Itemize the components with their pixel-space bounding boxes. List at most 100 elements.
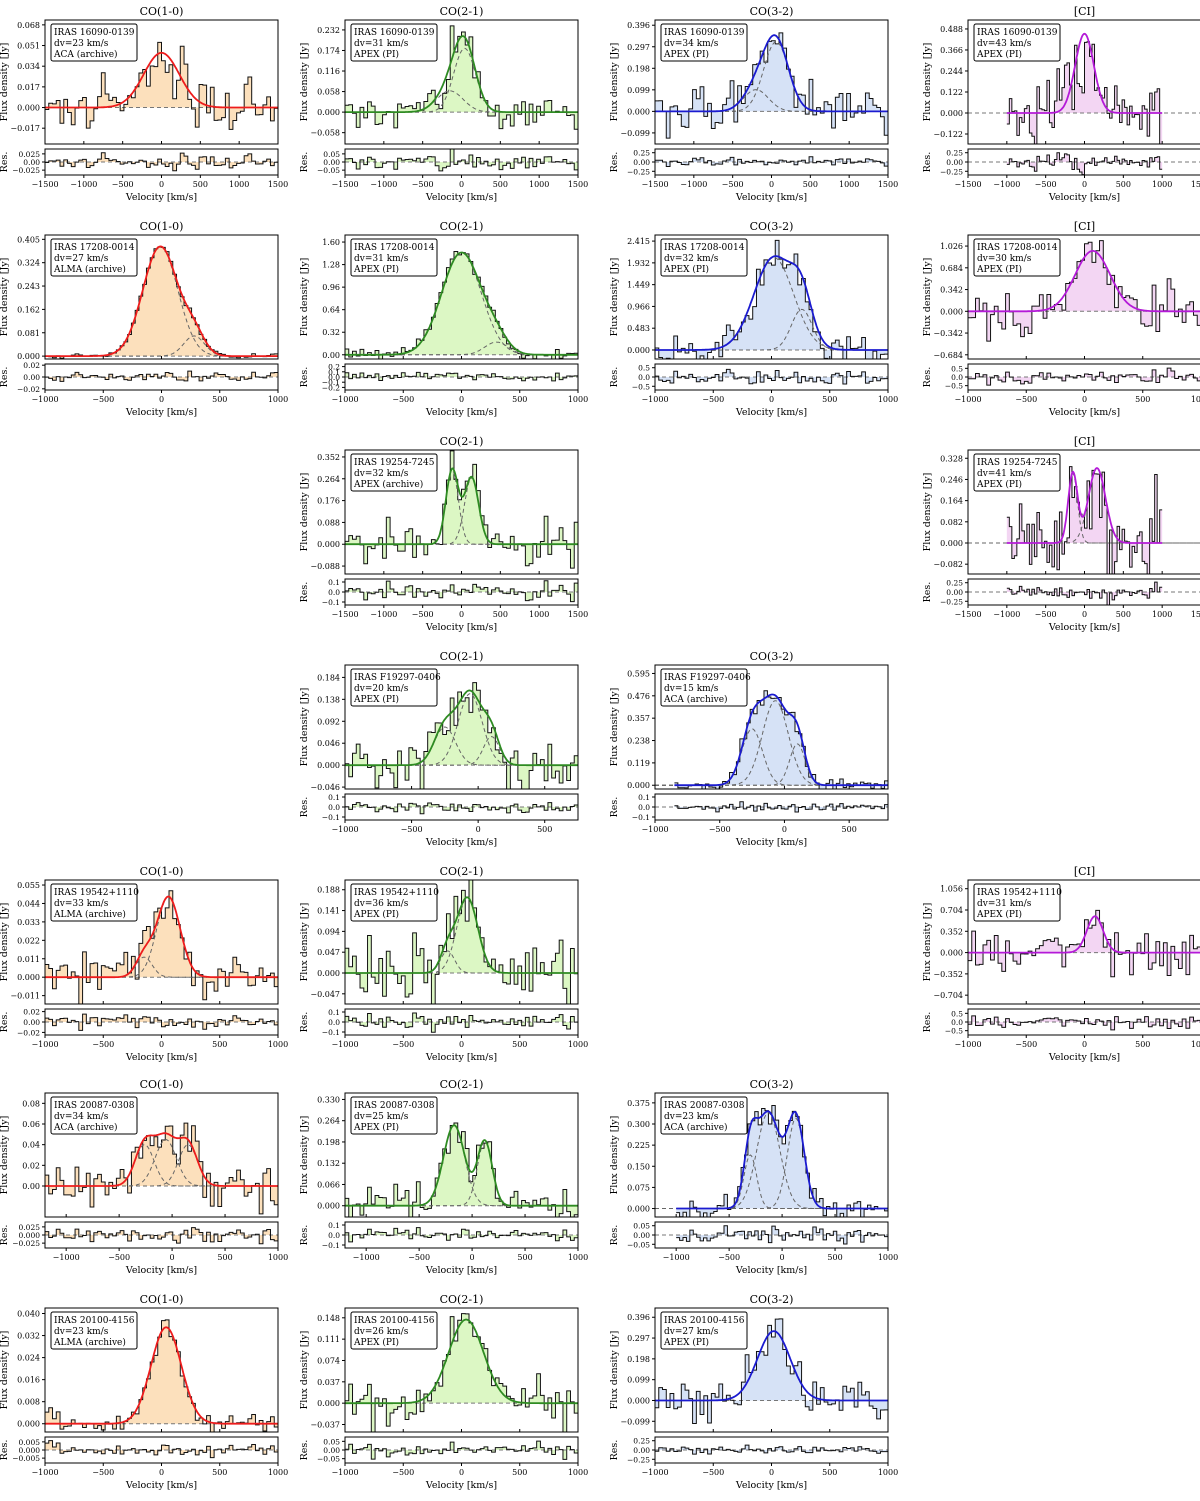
res-tick-label: 0.5 (638, 364, 650, 373)
y-tick-label: 0.094 (317, 927, 340, 936)
x-tick-label: 0 (459, 180, 464, 189)
res-tick-label: 0.005 (19, 1438, 41, 1447)
spectrum-panel-0: CO(1-0)−0.0170.0000.0170.0340.0510.068Fl… (0, 5, 288, 203)
spectrum-fill (345, 25, 578, 130)
y-tick-label: 2.415 (627, 237, 650, 246)
x-tick-label: −500 (702, 1468, 724, 1477)
y-tick-label: 0.099 (627, 86, 650, 95)
residual-histogram (345, 1012, 578, 1033)
fit-line (968, 915, 1200, 954)
x-tick-label: 1000 (878, 1468, 898, 1477)
x-tick-label: 500 (1116, 180, 1131, 189)
y-axis-label: Flux density [Jy] (0, 903, 10, 982)
y-axis-label: Flux density [Jy] (299, 258, 310, 337)
info-dv: dv=25 km/s (354, 1112, 409, 1122)
y-tick-label: 0.119 (627, 759, 650, 768)
spectrum-histogram (655, 239, 888, 359)
residual-histogram (345, 149, 578, 172)
info-instrument: ACA (archive) (53, 49, 118, 60)
info-box (350, 238, 438, 277)
spectrum-panel-15: CO(1-0) 0.00 0.02 0.04 0.06 0.08 Flux density … (0, 1078, 288, 1276)
y-tick-label: 1.026 (940, 242, 963, 251)
y-tick-label: 0.000 (627, 1205, 650, 1214)
panel-title: CO(2-1) (440, 865, 484, 878)
y-tick-label: 0.00 (322, 351, 340, 360)
x-tick-label: −500 (392, 1040, 414, 1049)
residual-fill (655, 156, 888, 167)
y-tick-label: 0.032 (17, 1332, 40, 1341)
info-dv: dv=31 km/s (977, 899, 1032, 909)
y-tick-label: 0.184 (317, 673, 340, 682)
info-source: IRAS 17208-0014 (354, 243, 435, 253)
residual-fill (345, 149, 578, 171)
res-tick-label: −0.1 (322, 378, 340, 387)
x-axis-label: Velocity [km/s] (735, 1265, 807, 1276)
y-tick-label: 0.704 (940, 906, 963, 915)
spectrum-histogram (45, 1319, 278, 1432)
y-tick-label: 0.352 (317, 453, 340, 462)
x-axis-label: Velocity [km/s] (125, 192, 197, 203)
res-axis-label: Res. (299, 367, 310, 388)
y-tick-label: 0.188 (317, 886, 340, 895)
res-tick-label: 0.1 (328, 793, 340, 802)
x-tick-label: 1000 (1152, 610, 1172, 619)
info-box (350, 1311, 438, 1350)
res-tick-label: 0.1 (328, 1008, 340, 1017)
y-tick-label: 0.476 (627, 692, 650, 701)
info-box (973, 23, 1061, 62)
y-tick-label: 0.966 (627, 302, 650, 311)
x-tick-label: 1500 (1191, 180, 1200, 189)
res-tick-label: 0.00 (323, 1446, 340, 1455)
x-axis-label: Velocity [km/s] (735, 407, 807, 418)
info-instrument: APEX (archive) (353, 479, 423, 490)
y-tick-label: 0.000 (627, 1396, 650, 1405)
y-tick-label: −0.684 (933, 351, 963, 360)
x-tick-label: −500 (1015, 395, 1037, 404)
x-axis-label: Velocity [km/s] (1048, 1052, 1120, 1063)
residual-histogram (674, 801, 888, 813)
y-tick-label: 1.056 (940, 885, 963, 894)
residual-fill (345, 1441, 578, 1460)
y-tick-label: −0.352 (933, 970, 963, 979)
res-tick-label: 0.025 (19, 150, 41, 159)
x-tick-label: −500 (392, 395, 414, 404)
x-tick-label: 0 (159, 1040, 164, 1049)
res-tick-label: 0.0 (638, 373, 650, 382)
x-tick-label: −500 (408, 1253, 430, 1262)
x-tick-label: −1000 (993, 610, 1020, 619)
x-tick-label: 1000 (568, 1253, 588, 1262)
x-axis-label: Velocity [km/s] (735, 192, 807, 203)
spectrum-fill (674, 690, 888, 789)
spectrum-panel-2: CO(3-2)−0.0990.0000.0990.1980.2970.396Fl… (609, 5, 898, 203)
y-tick-label: 0.000 (940, 949, 963, 958)
res-tick-label: 0.0 (328, 803, 340, 812)
info-dv: dv=23 km/s (54, 39, 109, 49)
x-axis-label: Velocity [km/s] (425, 1052, 497, 1063)
spectrum-histogram (676, 1105, 888, 1217)
x-tick-label: −1000 (31, 1468, 58, 1477)
spectrum-panel-18: CO(1-0) 0.000 0.008 0.016 0.024 0.032 0.040 Flu… (0, 1293, 288, 1491)
x-tick-label: −1000 (31, 1040, 58, 1049)
panel-title: CO(1-0) (140, 1293, 184, 1306)
res-axis-label: Res. (609, 1225, 620, 1246)
x-tick-label: 1000 (1152, 180, 1172, 189)
res-tick-label: −0.05 (627, 1240, 650, 1249)
res-tick-label: 0.00 (946, 588, 963, 597)
info-source: IRAS 17208-0014 (664, 243, 745, 253)
x-tick-label: 1000 (839, 180, 859, 189)
panel-title: CO(1-0) (140, 220, 184, 233)
y-tick-label: 0.066 (317, 1180, 340, 1189)
x-tick-label: 500 (1135, 1040, 1150, 1049)
panel-title: [CI] (1074, 5, 1095, 18)
residual-histogram (45, 1440, 278, 1459)
fit-line (345, 896, 578, 974)
info-source: IRAS 16090-0139 (664, 28, 745, 38)
y-axis-label: Flux density [Jy] (299, 1331, 310, 1410)
x-tick-label: 1000 (878, 1253, 898, 1262)
info-dv: dv=27 km/s (664, 1327, 719, 1337)
y-tick-label: 0.232 (317, 26, 340, 35)
x-tick-label: 500 (212, 395, 227, 404)
res-axis-label: Res. (299, 797, 310, 818)
info-box (350, 453, 438, 492)
x-tick-label: 1000 (568, 1468, 588, 1477)
